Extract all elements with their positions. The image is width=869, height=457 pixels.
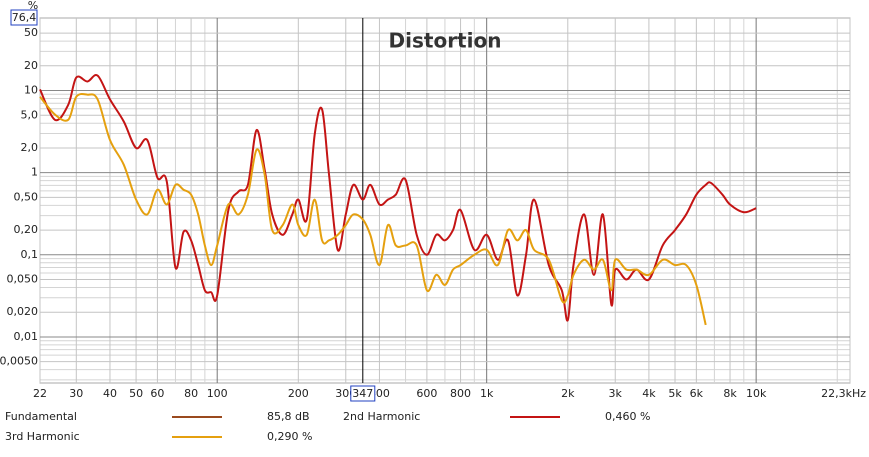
x-tick-label: 60 (150, 387, 164, 400)
x-tick-label: 40 (103, 387, 117, 400)
y-tick-label: 0,020 (7, 305, 39, 318)
x-tick-label: 80 (184, 387, 198, 400)
x-tick-label: 1k (480, 387, 494, 400)
x-tick-label: 100 (207, 387, 228, 400)
x-tick-label: 8k (723, 387, 737, 400)
y-tick-label: 0,20 (14, 223, 39, 236)
legend-reading: 85,8 dB (267, 410, 310, 423)
x-tick-label: 10k (746, 387, 767, 400)
cursor-box (350, 385, 376, 402)
series-line (39, 73, 757, 322)
x-tick-label: 22 (33, 387, 47, 400)
y-unit: % (28, 0, 38, 12)
legend-label: Fundamental (5, 410, 77, 423)
y-max-box (10, 9, 38, 26)
y-tick-label: 0,0050 (0, 355, 38, 368)
chart-title: Distortion (389, 29, 502, 53)
x-tick-label: 30 (69, 387, 83, 400)
y-tick-label: 0,050 (7, 273, 39, 286)
x-tick-label: 6k (690, 387, 704, 400)
legend-label: 3rd Harmonic (5, 430, 80, 443)
x-tick-label: 5k (668, 387, 682, 400)
x-tick-label: 2k (561, 387, 575, 400)
x-tick-label: 800 (450, 387, 471, 400)
y-tick-label: 50 (24, 26, 38, 39)
x-tick-label: 50 (129, 387, 143, 400)
y-tick-label: 20 (24, 59, 38, 72)
series-line (39, 92, 707, 326)
legend-reading: 0,460 % (605, 410, 650, 423)
y-tick-label: 0,1 (21, 248, 39, 261)
legend-label: 2nd Harmonic (343, 410, 420, 423)
cursor-label: 347 (352, 387, 373, 400)
x-tick-label: 4k (642, 387, 656, 400)
y-tick-label: 0,50 (14, 190, 39, 203)
y-tick-label: 2,0 (21, 141, 39, 154)
y-tick-label: 1 (31, 166, 38, 179)
y-tick-label: 10 (24, 84, 38, 97)
y-max-label: 76,4 (12, 11, 37, 24)
x-tick-label: 22,3kHz (821, 387, 866, 400)
y-tick-label: 5,0 (21, 108, 39, 121)
legend-reading: 0,290 % (267, 430, 312, 443)
y-tick-label: 0,01 (14, 330, 39, 343)
x-tick-label: 600 (416, 387, 437, 400)
x-tick-label: 3k (609, 387, 623, 400)
x-tick-label: 200 (288, 387, 309, 400)
